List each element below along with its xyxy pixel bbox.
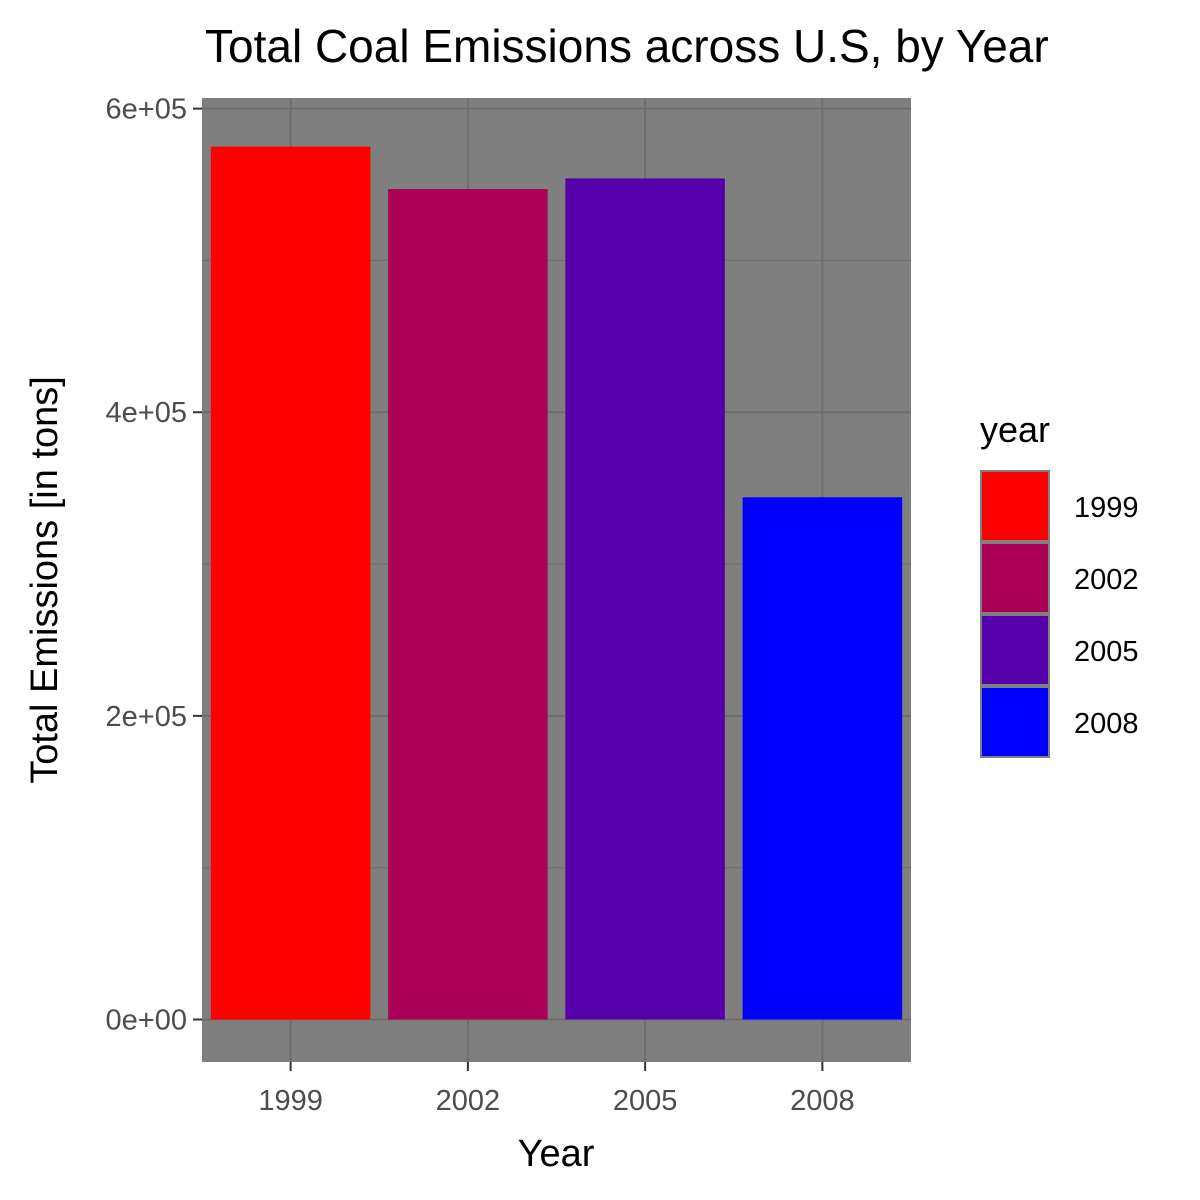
y-axis: 0e+00 2e+05 4e+05 6e+05 <box>106 94 202 1036</box>
legend: 1999 2002 2005 2008 <box>980 470 1139 758</box>
bar-2008 <box>742 497 903 1020</box>
x-tick-label: 2005 <box>613 1085 678 1117</box>
legend-key-2005 <box>980 614 1050 686</box>
bar-2005 <box>565 178 725 1020</box>
legend-label: 2002 <box>1074 564 1139 596</box>
legend-label: 2008 <box>1074 708 1139 740</box>
bar-2002 <box>388 189 548 1020</box>
y-tick-label: 2e+05 <box>106 701 187 733</box>
bar-1999 <box>210 146 371 1020</box>
legend-key-1999 <box>980 470 1050 542</box>
legend-label: 1999 <box>1074 492 1139 524</box>
y-axis-title: Total Emissions [in tons] <box>24 376 66 784</box>
legend-key-2002 <box>980 542 1050 614</box>
y-tick-label: 4e+05 <box>106 397 187 429</box>
x-axis-title: Year <box>518 1133 595 1175</box>
legend-key-2008 <box>980 686 1050 758</box>
legend-title: year <box>980 409 1050 450</box>
y-tick-label: 6e+05 <box>106 94 187 126</box>
chart-title: Total Coal Emissions across U.S, by Year <box>205 20 1049 72</box>
x-tick-label: 2002 <box>436 1085 501 1117</box>
y-tick-label: 0e+00 <box>106 1004 187 1036</box>
x-axis: 1999 2002 2005 2008 <box>258 1062 855 1117</box>
legend-label: 2005 <box>1074 636 1139 668</box>
x-tick-label: 1999 <box>258 1085 323 1117</box>
x-tick-label: 2008 <box>790 1085 855 1117</box>
bars <box>210 146 903 1020</box>
